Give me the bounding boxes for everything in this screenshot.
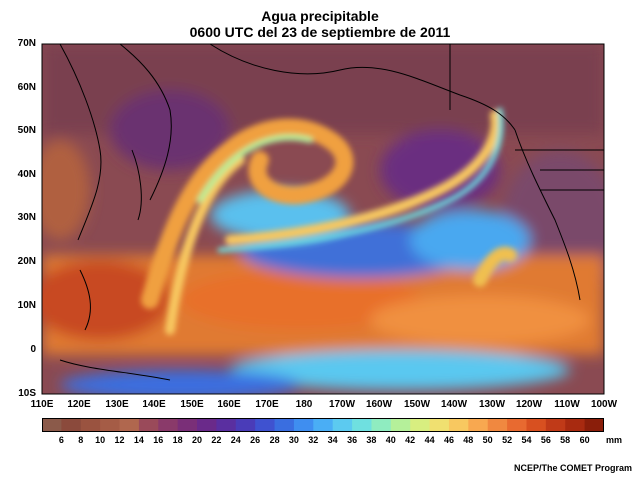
colorbar-tick-label: 32 xyxy=(308,435,319,445)
lon-label: 100W xyxy=(590,399,618,410)
lat-label: 70N xyxy=(17,38,36,49)
colorbar-swatch xyxy=(584,418,604,432)
colorbar-tick-label: 58 xyxy=(560,435,571,445)
colorbar-swatch xyxy=(158,418,179,432)
colorbar-units: mm xyxy=(606,435,623,445)
colorbar-tick-label: 52 xyxy=(502,435,513,445)
colorbar-swatch xyxy=(313,418,334,432)
colorbar-swatch xyxy=(255,418,276,432)
lon-label: 140E xyxy=(142,399,166,410)
lon-label: 130E xyxy=(105,399,129,410)
lon-label: 170E xyxy=(255,399,279,410)
colorbar-tick-label: 38 xyxy=(366,435,377,445)
colorbar-tick-label: 24 xyxy=(230,435,241,445)
lon-label: 110E xyxy=(30,399,54,410)
lat-label: 40N xyxy=(17,169,36,180)
lon-label: 150E xyxy=(180,399,204,410)
colorbar-swatch xyxy=(352,418,372,432)
colorbar-tick-label: 42 xyxy=(405,435,416,445)
colorbar-tick-label: 50 xyxy=(482,435,493,445)
colorbar-tick-label: 18 xyxy=(172,435,183,445)
colorbar-tick-label: 16 xyxy=(153,435,164,445)
colorbar-tick-label: 6 xyxy=(58,435,64,445)
colorbar-tick-label: 26 xyxy=(250,435,261,445)
colorbar-swatch xyxy=(61,418,82,432)
colorbar-swatch xyxy=(545,418,566,432)
colorbar-swatch xyxy=(100,418,121,432)
lon-label: 170W xyxy=(328,399,356,410)
colorbar-swatch xyxy=(235,418,256,432)
colorbar-tick-label: 22 xyxy=(211,435,222,445)
colorbar-swatch xyxy=(177,418,198,432)
colorbar xyxy=(42,418,604,432)
lat-label: 30N xyxy=(17,212,36,223)
colorbar-swatch xyxy=(138,418,159,432)
colorbar-swatch xyxy=(80,418,101,432)
lat-label: 50N xyxy=(17,125,36,136)
colorbar-swatch xyxy=(448,418,469,432)
colorbar-tick-label: 20 xyxy=(191,435,202,445)
lat-label: 20N xyxy=(17,256,36,267)
credit-text: NCEP/The COMET Program xyxy=(513,463,632,473)
colorbar-tick-label: 12 xyxy=(114,435,125,445)
colorbar-tick-label: 44 xyxy=(424,435,435,445)
colorbar-swatch xyxy=(293,418,314,432)
colorbar-swatch xyxy=(197,418,217,432)
colorbar-tick-label: 46 xyxy=(443,435,454,445)
colorbar-tick-label: 60 xyxy=(579,435,590,445)
lon-label: 150W xyxy=(403,399,431,410)
colorbar-swatch xyxy=(274,418,295,432)
lon-label: 130W xyxy=(478,399,506,410)
colorbar-tick-label: 14 xyxy=(133,435,144,445)
lat-label: 0 xyxy=(30,344,36,355)
colorbar-tick-label: 36 xyxy=(347,435,358,445)
colorbar-swatch xyxy=(429,418,450,432)
colorbar-tick-label: 54 xyxy=(521,435,532,445)
colorbar-swatch xyxy=(565,418,586,432)
colorbar-tick-label: 30 xyxy=(288,435,299,445)
colorbar-swatch xyxy=(487,418,508,432)
lat-label: 10S xyxy=(18,388,36,399)
map-subtitle: 0600 UTC del 23 de septiembre de 2011 xyxy=(189,24,451,40)
colorbar-swatch xyxy=(332,418,353,432)
colorbar-swatch xyxy=(42,418,62,432)
colorbar-swatch xyxy=(119,418,140,432)
colorbar-tick-label: 48 xyxy=(463,435,474,445)
colorbar-tick-label: 34 xyxy=(327,435,338,445)
lat-label: 60N xyxy=(17,82,36,93)
lat-label: 10N xyxy=(17,300,36,311)
lon-label: 180 xyxy=(295,399,313,410)
colorbar-tick-label: 40 xyxy=(385,435,396,445)
colorbar-tick-label: 10 xyxy=(95,435,106,445)
colorbar-swatch xyxy=(390,418,411,432)
colorbar-tick-label: 56 xyxy=(540,435,551,445)
lon-label: 120W xyxy=(515,399,543,410)
lon-label: 120E xyxy=(67,399,91,410)
colorbar-swatch xyxy=(526,418,547,432)
colorbar-tick-label: 8 xyxy=(78,435,84,445)
colorbar-swatch xyxy=(468,418,489,432)
map-title: Agua precipitable xyxy=(261,8,379,24)
colorbar-swatch xyxy=(216,418,237,432)
colorbar-border xyxy=(42,418,604,432)
colorbar-swatch xyxy=(410,418,431,432)
lon-label: 140W xyxy=(440,399,468,410)
lon-label: 160E xyxy=(217,399,241,410)
lon-label: 110W xyxy=(554,399,580,410)
lon-label: 160W xyxy=(365,399,393,410)
colorbar-swatch xyxy=(507,418,527,432)
colorbar-swatch xyxy=(371,418,392,432)
colorbar-tick-label: 28 xyxy=(269,435,280,445)
